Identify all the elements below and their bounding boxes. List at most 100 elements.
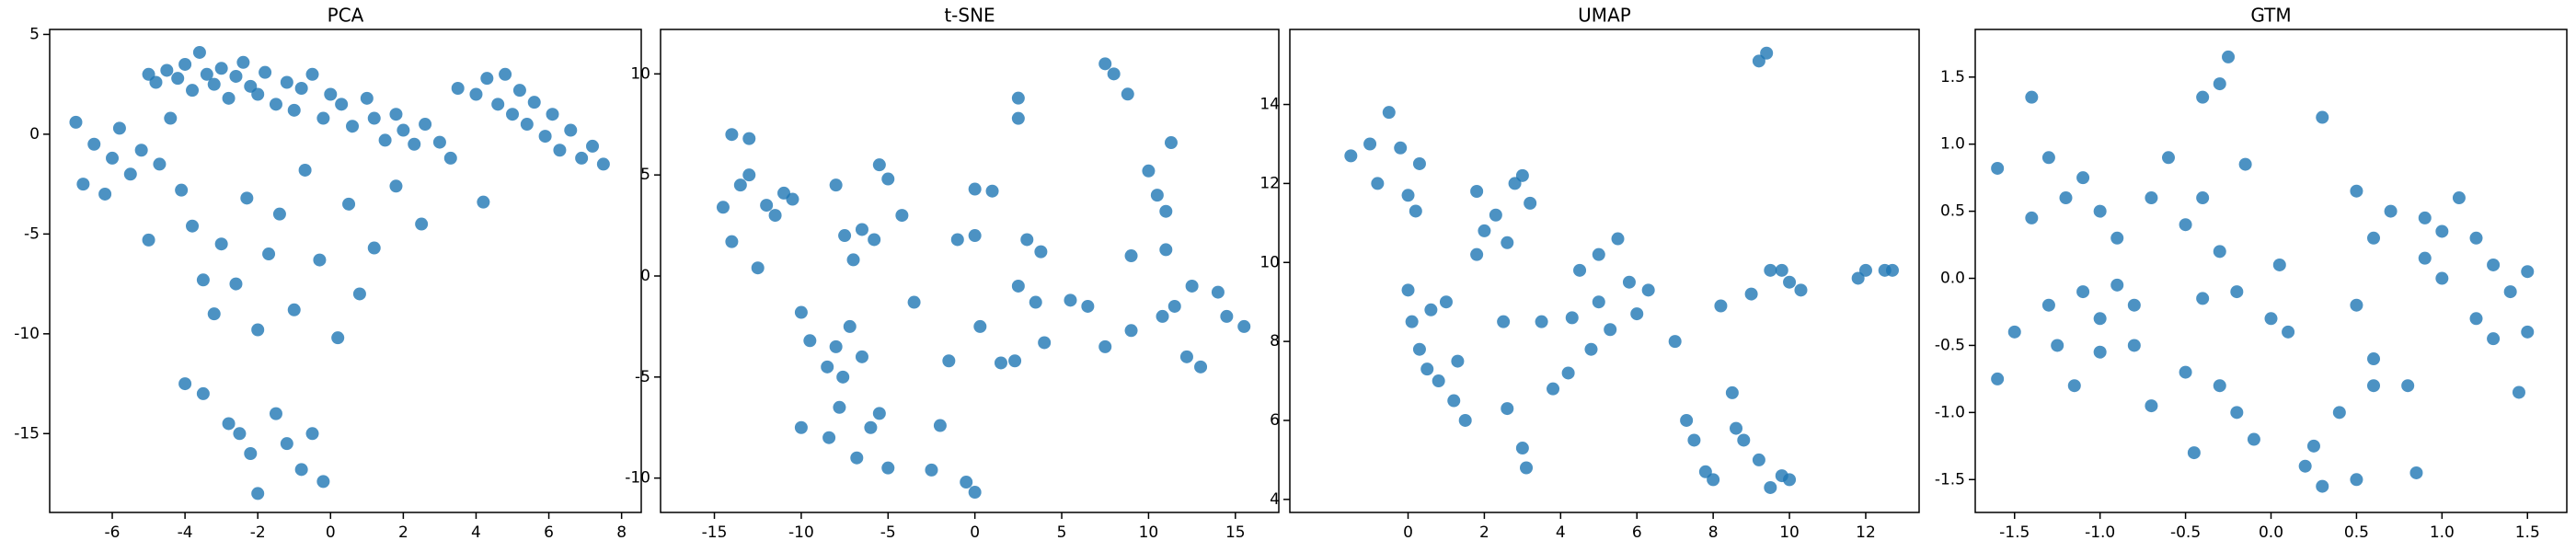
x-tick-label: -6 [105, 523, 121, 542]
point [872, 158, 886, 172]
point [1447, 394, 1461, 408]
x-tick-label: 4 [471, 523, 481, 542]
point [1991, 161, 2005, 175]
x-tick-label: 2 [398, 523, 408, 542]
y-tick-label: 14 [1259, 96, 1280, 114]
point [868, 233, 881, 247]
point [1194, 360, 1208, 374]
point [2367, 231, 2381, 245]
point [546, 108, 559, 121]
y-tick-label: -1.5 [1935, 470, 1965, 489]
point [244, 447, 258, 461]
point [196, 273, 210, 287]
point [367, 111, 381, 125]
point [1725, 385, 1739, 399]
point [933, 419, 947, 432]
point [1164, 136, 1178, 150]
point [1520, 461, 1534, 475]
point [192, 45, 206, 59]
point [994, 356, 1007, 370]
point [1363, 137, 1377, 151]
point [269, 98, 282, 111]
point [1592, 295, 1605, 309]
y-tick-label: -0.5 [1935, 336, 1965, 354]
y-tick-label: -5 [635, 368, 650, 386]
point [451, 81, 465, 95]
point [1371, 177, 1385, 190]
point [1737, 433, 1751, 447]
point [175, 183, 189, 197]
point [1156, 309, 1169, 323]
x-tick-label: 6 [544, 523, 554, 542]
point [251, 87, 265, 101]
point [2041, 298, 2055, 312]
point [1714, 299, 1728, 313]
point [973, 319, 987, 333]
point [1179, 350, 1193, 363]
point [389, 108, 403, 121]
point [1501, 236, 1514, 249]
x-tick-label: 0.0 [2259, 523, 2283, 542]
point [1159, 243, 1173, 257]
point [751, 261, 765, 275]
point [251, 323, 265, 337]
point [833, 400, 846, 414]
point [1124, 324, 1138, 338]
point [2512, 385, 2525, 399]
point [1707, 473, 1720, 487]
point [1470, 185, 1484, 199]
point [1008, 354, 1022, 368]
point [895, 209, 909, 223]
point [786, 192, 799, 206]
point [803, 334, 817, 348]
x-tick-label: 5 [1057, 523, 1067, 542]
point [881, 172, 895, 186]
x-tick-label: 8 [616, 523, 627, 542]
point [1124, 249, 1138, 263]
point [160, 63, 174, 77]
point [1142, 164, 1156, 178]
point [1011, 279, 1025, 293]
point [106, 151, 120, 165]
point [316, 111, 330, 125]
point [1752, 453, 1765, 466]
point [1029, 295, 1042, 309]
point [2282, 325, 2295, 339]
point [2469, 312, 2483, 326]
y-tick-label: -10 [14, 325, 40, 343]
point [153, 157, 167, 171]
point [1405, 315, 1419, 328]
point [1764, 263, 1777, 277]
x-tick-label: 1.5 [2515, 523, 2540, 542]
point [2487, 258, 2501, 271]
y-tick-label: 0 [29, 125, 40, 144]
point [907, 295, 921, 309]
point [280, 437, 293, 451]
point [259, 65, 272, 79]
plot-frame [1974, 29, 2568, 513]
point [1584, 342, 1598, 356]
point [733, 178, 747, 192]
x-tick-label: -0.5 [2170, 523, 2201, 542]
point [2213, 245, 2226, 259]
point [1478, 224, 1491, 237]
point [2007, 325, 2021, 339]
point [272, 207, 286, 221]
point [2127, 298, 2141, 312]
point [950, 233, 964, 247]
point [360, 91, 374, 105]
point [942, 354, 956, 368]
point [829, 178, 843, 192]
point [1668, 335, 1682, 349]
point [1432, 374, 1445, 388]
x-tick-label: 6 [1632, 523, 1642, 542]
point [240, 191, 254, 205]
point [1680, 413, 1694, 427]
x-tick-label: 2 [1479, 523, 1489, 542]
x-tick-label: 0 [326, 523, 336, 542]
point [415, 217, 429, 231]
point [1020, 233, 1034, 247]
y-tick-label: 4 [1270, 490, 1280, 509]
point [1497, 315, 1511, 328]
point [186, 84, 200, 98]
